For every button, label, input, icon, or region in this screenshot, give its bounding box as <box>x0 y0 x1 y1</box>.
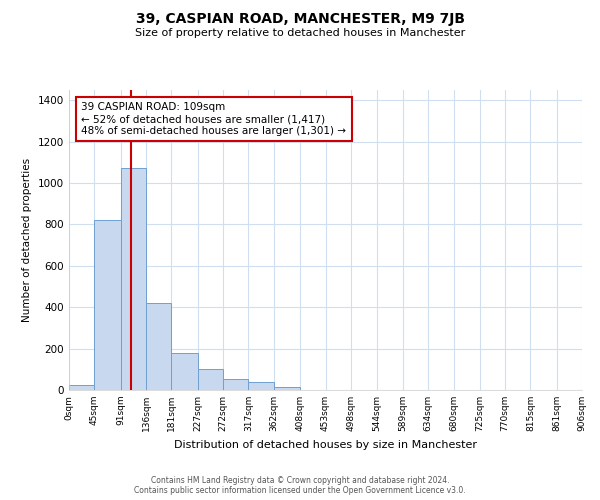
Text: Size of property relative to detached houses in Manchester: Size of property relative to detached ho… <box>135 28 465 38</box>
Text: Contains public sector information licensed under the Open Government Licence v3: Contains public sector information licen… <box>134 486 466 495</box>
Bar <box>69 385 94 390</box>
Text: Contains HM Land Registry data © Crown copyright and database right 2024.: Contains HM Land Registry data © Crown c… <box>151 476 449 485</box>
Bar <box>197 370 223 390</box>
Bar <box>146 303 172 390</box>
Bar <box>248 382 274 390</box>
Bar <box>172 353 197 390</box>
Bar <box>274 387 300 390</box>
Bar <box>223 378 248 390</box>
Text: 39, CASPIAN ROAD, MANCHESTER, M9 7JB: 39, CASPIAN ROAD, MANCHESTER, M9 7JB <box>136 12 464 26</box>
Bar <box>94 220 121 390</box>
Bar <box>121 168 146 390</box>
Text: 39 CASPIAN ROAD: 109sqm
← 52% of detached houses are smaller (1,417)
48% of semi: 39 CASPIAN ROAD: 109sqm ← 52% of detache… <box>82 102 346 136</box>
Y-axis label: Number of detached properties: Number of detached properties <box>22 158 32 322</box>
X-axis label: Distribution of detached houses by size in Manchester: Distribution of detached houses by size … <box>174 440 477 450</box>
